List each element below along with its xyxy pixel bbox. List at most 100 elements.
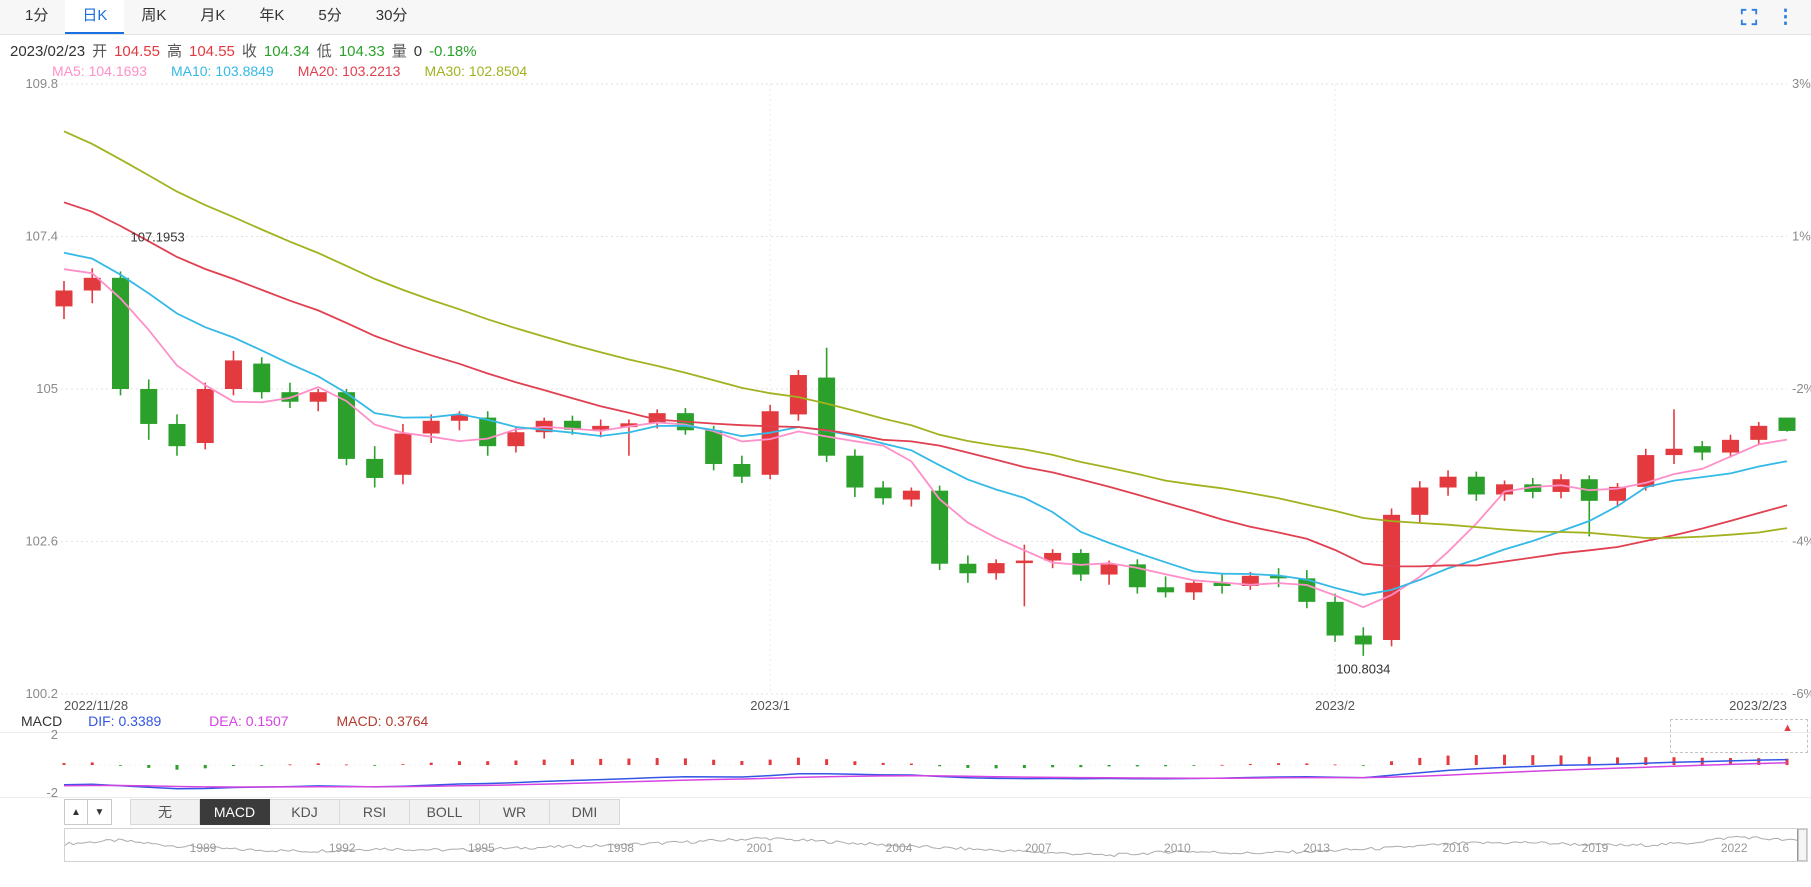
navigator-handle[interactable] xyxy=(1797,829,1807,861)
candle-body[interactable] xyxy=(1411,487,1429,515)
candle-body[interactable] xyxy=(1778,417,1796,431)
candle-body[interactable] xyxy=(309,392,327,402)
interval-tab-5分[interactable]: 5分 xyxy=(318,7,342,24)
candle-body[interactable] xyxy=(1467,476,1485,495)
y-axis-label: 100.2 xyxy=(25,686,58,701)
candle-body[interactable] xyxy=(931,490,949,564)
macd-histogram-bar xyxy=(1390,761,1394,765)
candle-body[interactable] xyxy=(224,360,242,389)
candle-body[interactable] xyxy=(1609,486,1627,501)
candle-body[interactable] xyxy=(168,423,186,447)
candle-body[interactable] xyxy=(987,563,1005,574)
indicator-tab-WR[interactable]: WR xyxy=(480,799,550,825)
timeline-navigator[interactable]: 1989 1992 1995 1998 2001 2004 2007 2010 2013 2016… xyxy=(64,828,1808,862)
macd-histogram-bar xyxy=(147,765,151,768)
candle-body[interactable] xyxy=(140,389,158,424)
macd-histogram-bar xyxy=(1587,756,1591,765)
candle-body[interactable] xyxy=(789,375,807,415)
year-label-1995: 1995 xyxy=(468,841,495,855)
candle-body[interactable] xyxy=(1326,601,1344,636)
candle-body[interactable] xyxy=(366,458,384,478)
candle-body[interactable] xyxy=(1157,587,1175,593)
interval-tab-月K[interactable]: 月K xyxy=(200,7,226,24)
candle-body[interactable] xyxy=(620,423,638,428)
more-options-icon[interactable]: ⋮ xyxy=(1776,6,1795,28)
candle-body[interactable] xyxy=(1270,575,1288,579)
candle-body[interactable] xyxy=(1722,439,1740,453)
candle-body[interactable] xyxy=(1693,446,1711,453)
macd-histogram-bar xyxy=(683,758,687,765)
indicator-tab-RSI[interactable]: RSI xyxy=(340,799,410,825)
candle-body[interactable] xyxy=(507,432,525,447)
x-axis-label: 2023/2/23 xyxy=(1729,698,1787,713)
candle-body[interactable] xyxy=(394,433,412,475)
candle-body[interactable] xyxy=(450,414,468,421)
candle-body[interactable] xyxy=(196,389,214,444)
indicator-tab-DMI[interactable]: DMI xyxy=(550,799,620,825)
candle-body[interactable] xyxy=(1750,425,1768,440)
candle-body[interactable] xyxy=(1185,582,1203,593)
candle-body[interactable] xyxy=(846,455,864,488)
candle-body[interactable] xyxy=(1496,484,1514,495)
macd-histogram-bar xyxy=(1361,765,1365,766)
candle-body[interactable] xyxy=(1383,514,1401,640)
candle-body[interactable] xyxy=(733,463,751,477)
indicator-tab-KDJ[interactable]: KDJ xyxy=(270,799,340,825)
candle-body[interactable] xyxy=(1100,564,1118,575)
candle-body[interactable] xyxy=(592,425,610,430)
candle-body[interactable] xyxy=(1241,575,1259,586)
year-label-1992: 1992 xyxy=(328,841,356,855)
macd-histogram-bar xyxy=(175,765,179,770)
macd-histogram-bar xyxy=(514,760,518,765)
year-label-2019: 2019 xyxy=(1581,841,1609,855)
year-label-2004: 2004 xyxy=(885,841,913,855)
candle-body[interactable] xyxy=(55,290,73,307)
pane-collapse-button[interactable]: ▲ xyxy=(64,799,88,825)
interval-tab-日K[interactable]: 日K xyxy=(65,0,125,34)
macd-histogram-bar xyxy=(655,758,659,765)
indicator-tab-无[interactable]: 无 xyxy=(130,799,200,825)
indicator-tab-BOLL[interactable]: BOLL xyxy=(410,799,480,825)
macd-histogram-bar xyxy=(599,758,603,765)
year-label-2013: 2013 xyxy=(1303,841,1330,855)
candle-body[interactable] xyxy=(818,377,836,456)
candle-body[interactable] xyxy=(1524,484,1542,492)
ma-legend: MA5: 104.1693 MA10: 103.8849 MA20: 103.221… xyxy=(52,63,551,79)
candle-body[interactable] xyxy=(1072,552,1090,575)
interval-tab-周K[interactable]: 周K xyxy=(141,7,167,24)
candle-body[interactable] xyxy=(83,277,101,291)
fullscreen-icon[interactable] xyxy=(1740,8,1758,26)
candle-body[interactable] xyxy=(1354,635,1372,645)
interval-tab-年K[interactable]: 年K xyxy=(259,7,285,24)
candle-body[interactable] xyxy=(422,420,440,434)
macd-histogram-bar xyxy=(1305,763,1309,765)
candle-body[interactable] xyxy=(563,420,581,430)
candle-body[interactable] xyxy=(902,490,920,500)
pane-expand-button[interactable]: ▼ xyxy=(88,799,112,825)
candle-body[interactable] xyxy=(337,392,355,459)
quote-bar: 2023/02/23 开 104.55 高 104.55 收 104.34 低 104.33 量 0… xyxy=(10,40,484,61)
candle-body[interactable] xyxy=(874,487,892,499)
macd-histogram-bar xyxy=(825,759,829,765)
candle-body[interactable] xyxy=(111,277,129,389)
candle-body[interactable] xyxy=(1128,564,1146,588)
candle-body[interactable] xyxy=(281,392,299,402)
candle-body[interactable] xyxy=(705,430,723,464)
candle-body[interactable] xyxy=(1665,448,1683,456)
candle-body[interactable] xyxy=(1439,476,1457,488)
candle-body[interactable] xyxy=(648,413,666,424)
interval-tab-1分[interactable]: 1分 xyxy=(25,7,49,24)
candle-body[interactable] xyxy=(1044,552,1062,561)
toolbar-icons: ⋮ xyxy=(1740,0,1811,34)
candle-body[interactable] xyxy=(1015,560,1033,564)
interval-tab-30分[interactable]: 30分 xyxy=(375,7,408,24)
indicator-tab-MACD[interactable]: MACD xyxy=(200,799,270,825)
candle-body[interactable] xyxy=(1637,455,1655,487)
candle-body[interactable] xyxy=(253,363,271,393)
candle-body[interactable] xyxy=(761,411,779,475)
candle-body[interactable] xyxy=(959,563,977,574)
candle-body[interactable] xyxy=(1213,582,1231,586)
macd-histogram-bar xyxy=(316,763,320,765)
macd-histogram-bar xyxy=(570,759,574,765)
